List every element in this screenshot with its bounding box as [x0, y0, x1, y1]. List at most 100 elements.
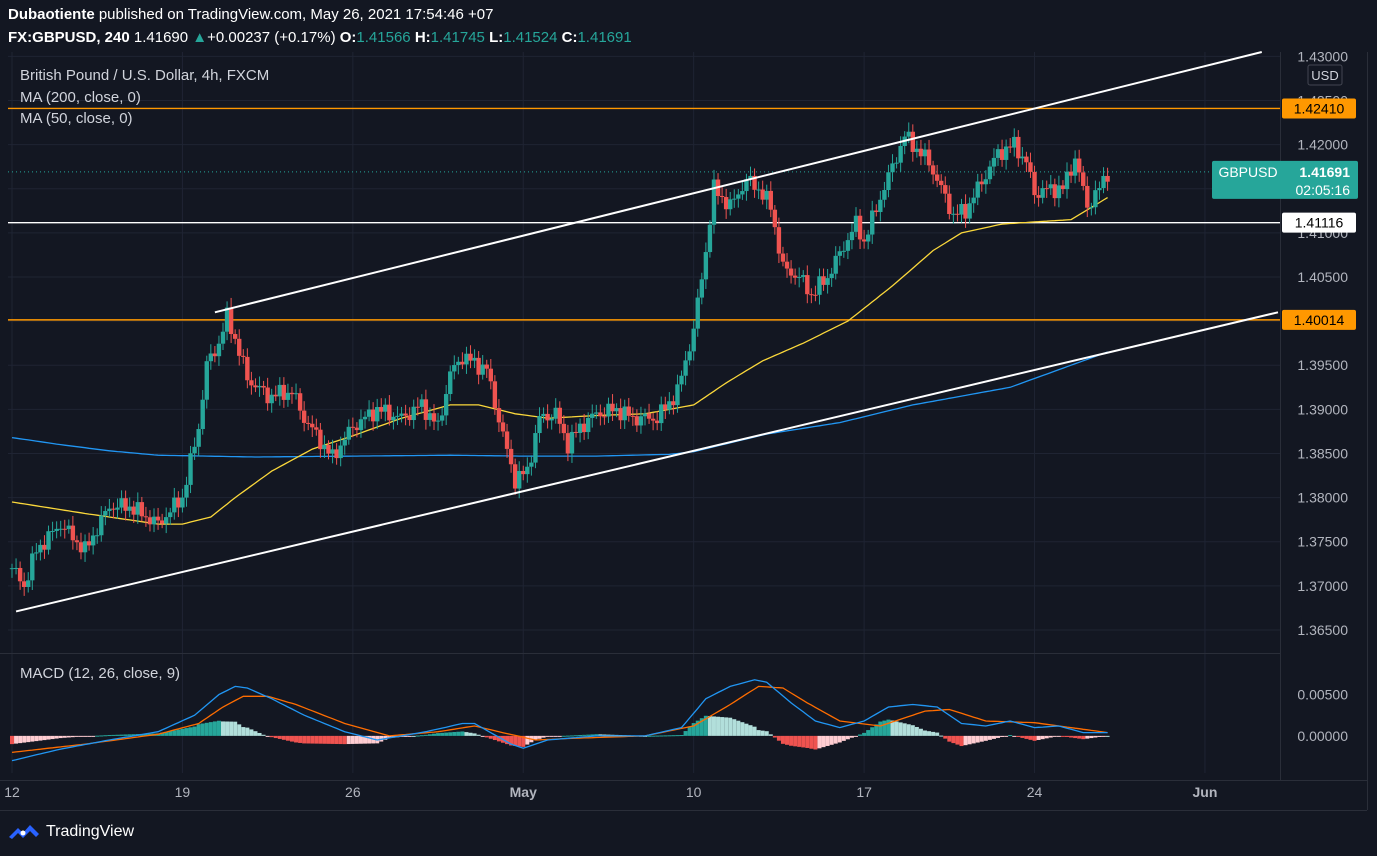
candle-body: [34, 552, 39, 554]
macd-bar: [30, 735, 35, 742]
candle-body: [1003, 146, 1009, 160]
macd-bar: [1036, 735, 1041, 740]
candle: [435, 412, 441, 431]
ma50-legend[interactable]: MA (50, close, 0): [20, 110, 133, 127]
candle: [17, 561, 23, 590]
price-tick-label: 1.40500: [1297, 269, 1348, 285]
footer-brand[interactable]: TradingView: [8, 822, 134, 842]
change-value: +0.00237 (+0.17%): [207, 29, 336, 46]
candle: [245, 348, 250, 389]
macd-bar: [918, 728, 923, 736]
candle-body: [435, 420, 441, 422]
macd-bar: [281, 735, 286, 740]
candle-body: [293, 393, 299, 395]
macd-bar: [594, 734, 599, 736]
macd-bar: [691, 723, 696, 736]
macd-bar: [720, 717, 725, 736]
candle: [46, 525, 51, 555]
macd-bar: [898, 722, 903, 736]
author-name[interactable]: Dubaotiente: [8, 6, 95, 23]
candle: [930, 160, 936, 185]
currency-label: USD: [1311, 68, 1338, 83]
ma200-legend[interactable]: MA (200, close, 0): [20, 89, 141, 106]
macd-bar: [221, 721, 225, 736]
line-price-label-bg-1: [1282, 309, 1356, 330]
candle: [216, 335, 222, 366]
candle-body: [265, 387, 270, 404]
candle-body: [959, 203, 964, 215]
candle-body: [813, 294, 818, 296]
candle-body: [967, 203, 972, 219]
candle-body: [886, 172, 891, 191]
candle-body: [350, 426, 356, 428]
candle: [464, 346, 469, 374]
candle-body: [541, 413, 546, 417]
macd-bar: [1065, 735, 1069, 737]
macd-bar: [776, 735, 781, 741]
macd-bar: [703, 715, 708, 736]
macd-bar: [123, 734, 128, 736]
candle-body: [796, 276, 802, 278]
macd-bar: [756, 730, 761, 736]
macd-bar: [338, 735, 343, 745]
candle-body: [569, 431, 575, 454]
candle: [768, 181, 773, 218]
candle-body: [606, 403, 611, 417]
macd-bar: [862, 732, 867, 736]
macd-bar: [764, 731, 769, 736]
candle-body: [379, 407, 384, 412]
macd-bar: [103, 735, 108, 737]
macd-bar: [695, 720, 700, 736]
macd-bar: [66, 735, 71, 738]
candle: [622, 399, 627, 429]
macd-bar: [914, 726, 919, 736]
candle-body: [151, 516, 157, 525]
candle-body: [366, 409, 372, 417]
candle: [788, 260, 794, 284]
macd-legend[interactable]: MACD (12, 26, close, 9): [20, 665, 181, 682]
macd-bar: [845, 735, 850, 740]
candle: [663, 396, 668, 420]
candle-body: [995, 149, 1001, 158]
macd-histogram: [10, 715, 1110, 750]
candle-body: [322, 444, 327, 450]
candle: [784, 253, 790, 278]
macd-bar: [939, 735, 944, 737]
candle-body: [622, 406, 627, 421]
candle: [853, 207, 859, 237]
macd-bar: [363, 735, 368, 744]
macd-bar: [545, 735, 550, 737]
macd-bar: [1101, 735, 1106, 737]
candle-body: [934, 174, 940, 181]
candle-body: [809, 294, 814, 296]
macd-bar: [245, 727, 250, 736]
macd-bar: [460, 731, 465, 736]
candle: [326, 440, 331, 460]
candle: [764, 184, 769, 210]
macd-bar: [241, 727, 246, 736]
macd-bar: [996, 735, 1001, 738]
candle-body: [480, 364, 485, 375]
candle-body: [285, 392, 291, 400]
macd-bar: [1032, 735, 1037, 741]
macd-bar: [346, 735, 351, 745]
macd-bar: [432, 733, 436, 736]
candle: [829, 267, 834, 287]
candle-body: [374, 407, 380, 422]
candle-body: [1020, 156, 1025, 159]
candle-body: [115, 507, 120, 510]
candle-body: [488, 368, 494, 382]
candle-body: [943, 185, 948, 194]
candle: [679, 370, 684, 392]
candle-body: [991, 157, 997, 167]
macd-bar: [42, 735, 47, 741]
macd-bar: [334, 735, 339, 744]
candle-body: [224, 307, 230, 332]
macd-bar: [606, 734, 611, 736]
macd-bar: [326, 735, 331, 744]
candle-body: [253, 385, 258, 388]
candle: [176, 491, 181, 518]
candle: [480, 355, 485, 380]
currency-badge: [1307, 64, 1343, 86]
